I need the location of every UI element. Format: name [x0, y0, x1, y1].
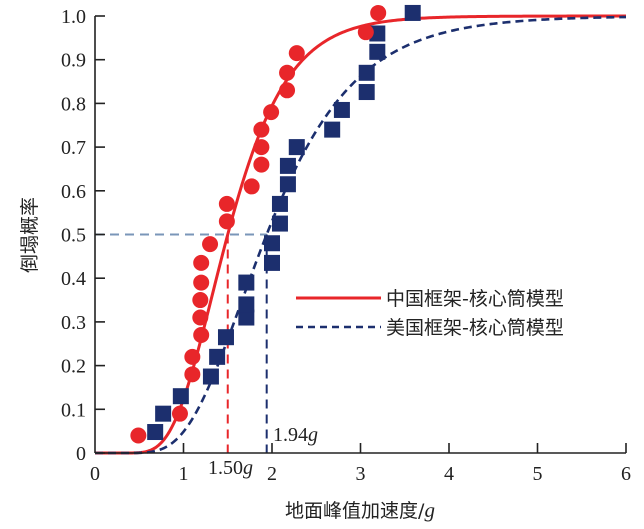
y-ticks: 0 0.1 0.2 0.3 0.4 0.5 0.6 0.7 0.8 0.9 1.0 [61, 6, 105, 465]
x-tick-label: 3 [356, 463, 366, 485]
legend-label-us: 美国框架-核心筒模型 [386, 317, 564, 339]
data-point-china [192, 309, 209, 326]
y-tick-label: 0.8 [61, 93, 86, 115]
data-point-china [288, 45, 305, 62]
x-tick-label: 5 [533, 463, 543, 485]
annotation-us-value: 1.94 [273, 424, 308, 446]
data-point-us [172, 388, 189, 405]
x-tick-label: 2 [267, 463, 277, 485]
annotation-china-unit: g [243, 457, 253, 479]
data-point-us [279, 157, 296, 174]
data-point-china [202, 236, 219, 253]
data-point-china [357, 24, 374, 41]
data-point-china [243, 178, 260, 195]
data-point-us [358, 64, 375, 81]
y-tick-label: 0.4 [61, 268, 86, 290]
data-point-us [209, 348, 226, 365]
data-point-china [171, 405, 188, 422]
data-point-us [217, 329, 234, 346]
y-tick-label: 0.3 [61, 312, 86, 334]
data-point-us [238, 274, 255, 291]
data-point-us [404, 4, 421, 21]
annotation-china-median: 1.50g [208, 457, 253, 479]
markers-layer [130, 4, 421, 444]
y-tick-label: 0.6 [61, 181, 86, 203]
annotation-us-unit: g [308, 424, 318, 446]
data-point-china [263, 104, 280, 121]
y-tick-label: 0 [76, 443, 86, 465]
x-tick-label: 6 [621, 463, 631, 485]
data-point-us [271, 195, 288, 212]
annotation-us-median: 1.94g [273, 424, 318, 446]
y-tick-label: 0.2 [61, 356, 86, 378]
data-point-china [253, 156, 270, 173]
y-tick-label: 0.5 [61, 225, 86, 247]
x-tick-label: 0 [90, 463, 100, 485]
y-tick-label: 0.9 [61, 50, 86, 72]
data-point-china [279, 64, 296, 81]
y-axis-label: 倒塌概率 [19, 197, 41, 273]
data-point-us [238, 309, 255, 326]
data-point-china [192, 292, 209, 309]
data-point-china [193, 274, 210, 291]
data-point-us [288, 139, 305, 156]
legend-label-china: 中国框架-核心筒模型 [386, 288, 564, 310]
y-tick-label: 0.1 [61, 399, 86, 421]
data-point-china [130, 427, 147, 444]
data-point-china [218, 213, 235, 230]
data-point-china [279, 82, 296, 99]
data-point-us [238, 296, 255, 313]
x-axis-label: 地面峰值加速度/g [285, 498, 435, 522]
data-point-us [264, 254, 280, 271]
data-point-us [155, 405, 172, 422]
data-point-china [184, 348, 201, 365]
y-tick-label: 0.7 [61, 137, 86, 159]
data-point-china [184, 366, 201, 383]
annotation-china-value: 1.50 [208, 457, 243, 479]
data-point-china [193, 327, 210, 344]
data-point-us [264, 235, 280, 252]
x-axis-label-text: 地面峰值加速度/ [285, 500, 425, 522]
x-tick-label: 4 [444, 463, 454, 485]
legend: 中国框架-核心筒模型 美国框架-核心筒模型 [296, 288, 564, 339]
data-point-china [370, 4, 387, 21]
data-point-us [271, 215, 288, 232]
data-point-us [324, 121, 341, 138]
data-point-us [202, 368, 219, 385]
data-point-us [147, 424, 164, 441]
data-point-china [253, 121, 270, 138]
data-point-china [193, 254, 210, 271]
data-point-us [279, 176, 296, 193]
data-point-china [218, 195, 235, 212]
axes: 0 0.1 0.2 0.3 0.4 0.5 0.6 0.7 0.8 0.9 1.0 0 1 2 3 4 5 6 [61, 6, 631, 485]
y-tick-label: 1.0 [61, 6, 86, 28]
x-axis-label-unit: g [424, 498, 435, 522]
x-ticks: 0 1 2 3 4 5 6 [90, 443, 631, 485]
data-point-us [358, 84, 375, 101]
x-tick-label: 1 [179, 463, 189, 485]
data-point-us [369, 43, 386, 60]
data-point-us [333, 101, 350, 118]
data-point-china [253, 139, 270, 156]
